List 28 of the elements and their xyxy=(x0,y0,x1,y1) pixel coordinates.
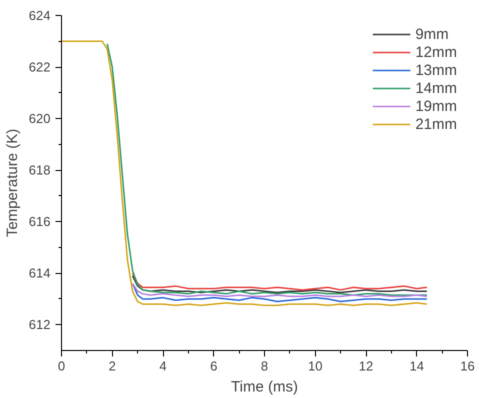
x-axis-title: Time (ms) xyxy=(231,378,298,396)
y-tick-label: 612 xyxy=(28,317,51,332)
x-tick-label: 2 xyxy=(108,358,116,374)
x-tick-label: 0 xyxy=(58,358,66,374)
y-tick-label: 616 xyxy=(28,214,51,230)
y-tick-label: 622 xyxy=(28,60,51,75)
legend-label: 13mm xyxy=(415,61,457,79)
x-tick-label: 4 xyxy=(159,358,167,374)
x-tick-label: 12 xyxy=(358,358,374,374)
y-tick-label: 624 xyxy=(28,8,51,23)
y-tick-label: 620 xyxy=(28,111,51,126)
x-tick-label: 14 xyxy=(410,358,424,374)
y-axis-title: Temperature (K) xyxy=(4,128,21,238)
line-series xyxy=(132,275,428,294)
legend-label: 12mm xyxy=(415,43,457,61)
x-tick-label: 10 xyxy=(308,358,322,374)
legend-label: 21mm xyxy=(415,115,457,133)
x-tick-label: 6 xyxy=(210,358,218,374)
line-series xyxy=(132,272,428,291)
x-tick-label: 8 xyxy=(260,358,268,374)
legend-label: 14mm xyxy=(415,79,457,97)
legend-label: 9mm xyxy=(415,25,449,43)
y-tick-label: 618 xyxy=(28,162,51,178)
legend-label: 19mm xyxy=(415,97,457,115)
x-tick-label: 16 xyxy=(460,358,475,374)
y-tick-label: 614 xyxy=(28,266,51,281)
line-series xyxy=(132,282,428,302)
line-series xyxy=(132,282,428,298)
